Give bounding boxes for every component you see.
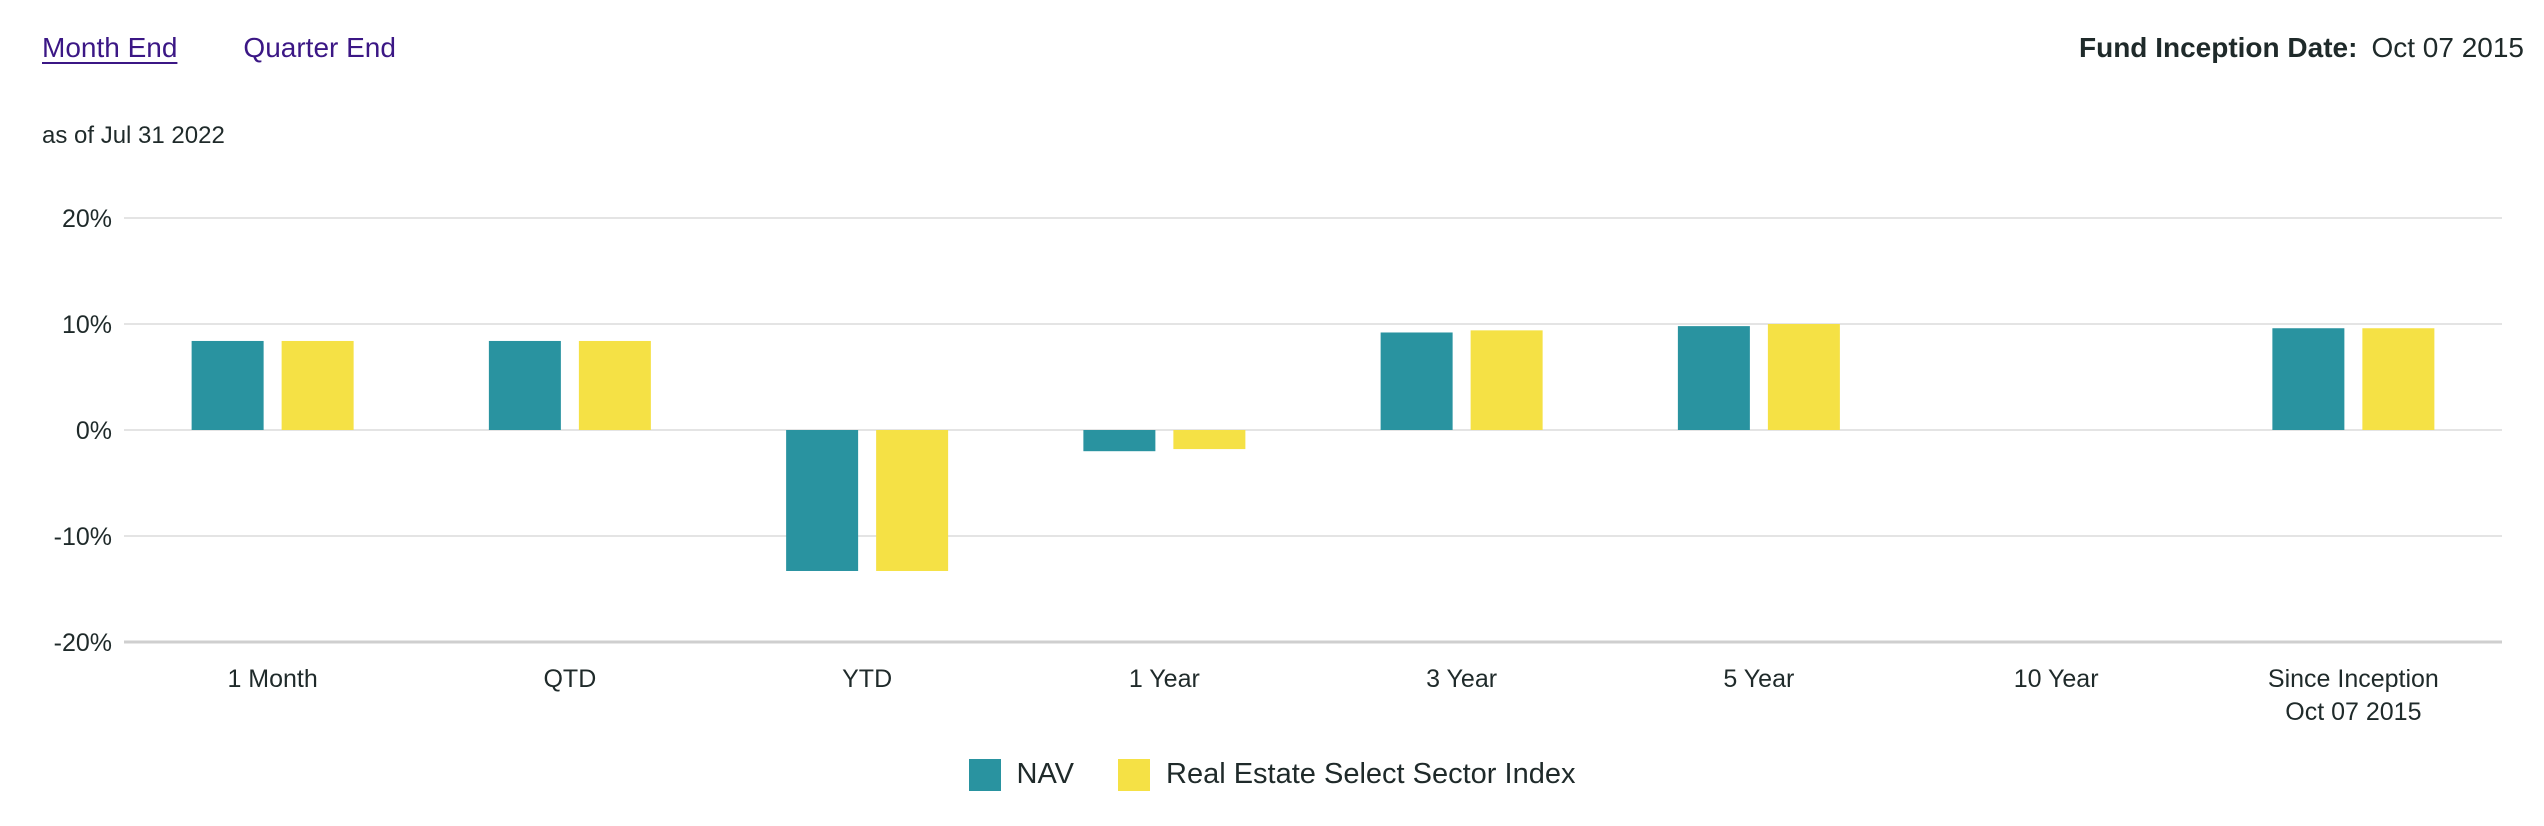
- x-tick-label: 5 Year: [1723, 665, 1794, 693]
- x-tick-label: YTD: [842, 665, 892, 693]
- fund-inception-label: Fund Inception Date:: [2079, 32, 2358, 63]
- legend-swatch-index: [1118, 758, 1151, 791]
- tab-quarter-end[interactable]: Quarter End: [243, 32, 396, 63]
- y-tick-label: -20%: [54, 629, 112, 657]
- legend-item-nav: NAV: [968, 758, 1075, 791]
- bar-index: [1173, 430, 1246, 450]
- bar-index: [281, 340, 354, 430]
- as-of-date: as of Jul 31 2022: [42, 122, 225, 149]
- x-tick-label: Since Inception Oct 07 2015: [2268, 665, 2439, 726]
- bar-index: [1767, 324, 1840, 430]
- bar-nav: [488, 340, 561, 430]
- x-tick-label: 10 Year: [2014, 665, 2099, 693]
- x-tick-label: 1 Year: [1129, 665, 1200, 693]
- legend-label-nav: NAV: [1016, 758, 1075, 790]
- fund-inception-value: Oct 07 2015: [2371, 32, 2524, 63]
- period-tabs: Month End Quarter End: [42, 32, 396, 64]
- x-tick-label: 1 Month: [227, 665, 317, 693]
- bar-nav: [786, 430, 859, 571]
- x-tick-label: 3 Year: [1426, 665, 1497, 693]
- bar-index: [876, 430, 949, 571]
- bar-index: [2362, 328, 2435, 430]
- bar-nav: [191, 340, 264, 430]
- y-tick-label: 0%: [76, 417, 112, 445]
- legend-label-index: Real Estate Select Sector Index: [1166, 758, 1576, 790]
- legend-item-index: Real Estate Select Sector Index: [1118, 758, 1575, 791]
- y-tick-label: 10%: [62, 311, 112, 339]
- y-tick-label: 20%: [62, 205, 112, 233]
- performance-bar-chart: 20% 10% 0% -10% -20% 1 Month QTD YTD 1 Year 3 Yea…: [54, 205, 2502, 726]
- fund-inception: Fund Inception Date: Oct 07 2015: [2079, 32, 2524, 64]
- bar-nav: [1380, 332, 1453, 430]
- chart-legend: NAV Real Estate Select Sector Index: [0, 758, 2544, 791]
- bar-nav: [1677, 326, 1750, 430]
- legend-swatch-nav: [968, 758, 1001, 791]
- bar-nav: [2272, 328, 2345, 430]
- y-tick-label: -10%: [54, 523, 112, 551]
- x-tick-label: QTD: [543, 665, 596, 693]
- bar-index: [1470, 330, 1543, 430]
- bar-index: [578, 340, 651, 430]
- bar-nav: [1083, 430, 1156, 452]
- tab-month-end[interactable]: Month End: [42, 32, 178, 63]
